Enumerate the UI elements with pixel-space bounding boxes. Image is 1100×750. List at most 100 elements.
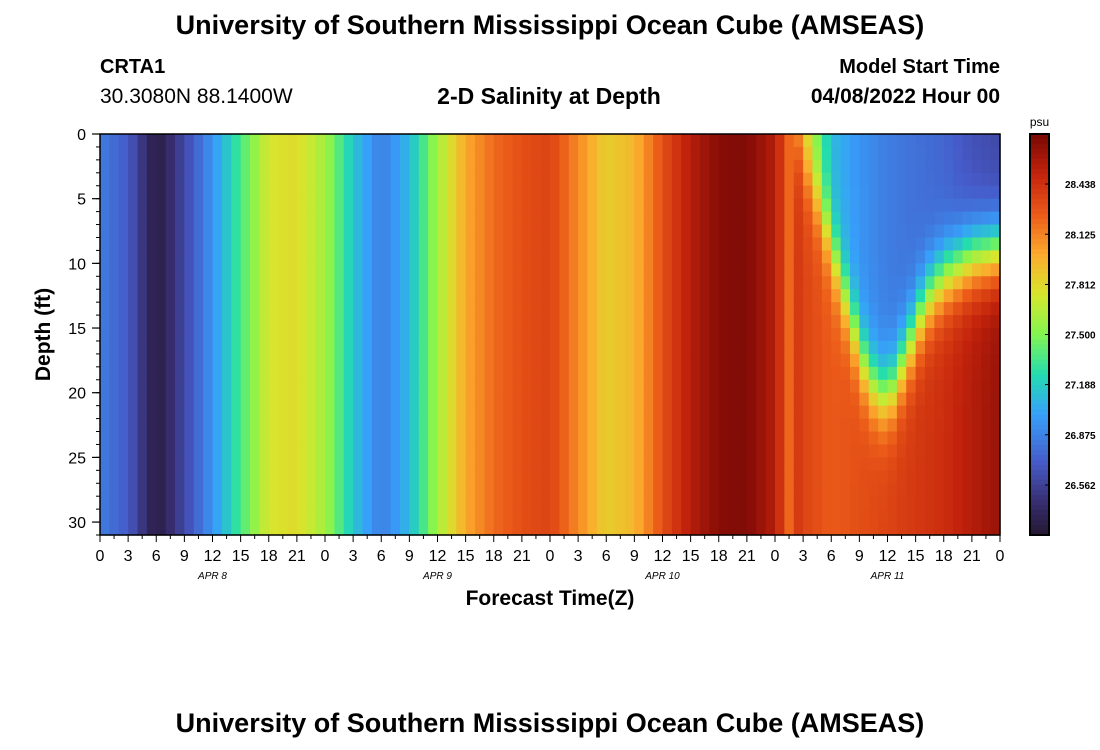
heatmap-cell xyxy=(128,379,139,394)
heatmap-cell xyxy=(165,328,176,342)
heatmap-cell xyxy=(953,185,964,200)
heatmap-cell xyxy=(465,276,476,290)
colorbar-segment xyxy=(1030,244,1049,250)
heatmap-cell xyxy=(325,315,335,329)
heatmap-cell xyxy=(821,366,832,381)
heatmap-cell xyxy=(268,353,279,368)
heatmap-cell xyxy=(137,250,148,264)
heatmap-cell xyxy=(437,340,448,355)
heatmap-cell xyxy=(793,302,804,316)
heatmap-cell xyxy=(943,340,954,355)
heatmap-cell xyxy=(512,172,523,187)
heatmap-cell xyxy=(718,237,729,252)
heatmap-cell xyxy=(362,418,373,433)
heatmap-cell xyxy=(437,276,448,290)
heatmap-cell xyxy=(540,431,551,446)
heatmap-cell xyxy=(418,185,429,200)
heatmap-cell xyxy=(793,315,804,329)
heatmap-cell xyxy=(175,522,185,536)
heatmap-cell xyxy=(475,340,485,355)
heatmap-cell xyxy=(418,172,429,187)
heatmap-cell xyxy=(878,353,889,368)
heatmap-cell xyxy=(221,159,232,174)
heatmap-cell xyxy=(446,289,457,303)
heatmap-cell xyxy=(456,224,467,239)
heatmap-cell xyxy=(962,172,973,187)
heatmap-cell xyxy=(606,211,617,226)
heatmap-cell xyxy=(943,224,954,239)
heatmap-cell xyxy=(484,405,495,420)
heatmap-cell xyxy=(456,496,467,510)
heatmap-cell xyxy=(775,444,785,458)
heatmap-cell xyxy=(578,315,589,329)
heatmap-cell xyxy=(465,457,476,471)
heatmap-cell xyxy=(559,224,570,239)
heatmap-cell xyxy=(887,522,898,536)
heatmap-cell xyxy=(212,276,223,290)
heatmap-cell xyxy=(287,457,298,471)
heatmap-cell xyxy=(128,470,139,484)
heatmap-cell xyxy=(362,237,373,252)
heatmap-cell xyxy=(315,405,326,420)
heatmap-cell xyxy=(484,379,495,394)
heatmap-cell xyxy=(850,353,860,368)
heatmap-cell xyxy=(981,483,992,497)
heatmap-cell xyxy=(887,366,898,381)
heatmap-cell xyxy=(325,211,335,226)
heatmap-cell xyxy=(709,366,720,381)
heatmap-cell xyxy=(446,185,457,200)
heatmap-cell xyxy=(793,263,804,277)
heatmap-cell xyxy=(784,483,795,497)
heatmap-cell xyxy=(409,315,420,329)
heatmap-cell xyxy=(962,159,973,174)
heatmap-cell xyxy=(662,237,673,252)
heatmap-cell xyxy=(850,198,860,213)
heatmap-cell xyxy=(634,483,645,497)
heatmap-cell xyxy=(128,211,139,226)
heatmap-cell xyxy=(784,444,795,458)
heatmap-cell xyxy=(709,315,720,329)
heatmap-cell xyxy=(681,340,692,355)
heatmap-cell xyxy=(915,250,926,264)
heatmap-cell xyxy=(540,198,551,213)
heatmap-cell xyxy=(428,509,439,523)
heatmap-cell xyxy=(193,457,204,471)
heatmap-cell xyxy=(465,224,476,239)
heatmap-cell xyxy=(821,522,832,536)
heatmap-cell xyxy=(681,250,692,264)
colorbar-segment xyxy=(1030,239,1049,245)
heatmap-cell xyxy=(128,444,139,458)
heatmap-cell xyxy=(793,496,804,510)
heatmap-cell xyxy=(446,379,457,394)
heatmap-cell xyxy=(868,289,879,303)
heatmap-cell xyxy=(118,392,129,407)
heatmap-cell xyxy=(531,405,542,420)
heatmap-cell xyxy=(728,224,739,239)
heatmap-cell xyxy=(793,146,804,161)
heatmap-cell xyxy=(268,289,279,303)
heatmap-cell xyxy=(859,302,870,316)
heatmap-cell xyxy=(831,431,842,446)
heatmap-cell xyxy=(137,522,148,536)
heatmap-cell xyxy=(250,366,260,381)
heatmap-cell xyxy=(362,496,373,510)
heatmap-cell xyxy=(765,522,776,536)
heatmap-cell xyxy=(625,457,635,471)
heatmap-cell xyxy=(306,172,317,187)
heatmap-cell xyxy=(306,224,317,239)
heatmap-cell xyxy=(400,276,410,290)
heatmap-cell xyxy=(371,250,382,264)
heatmap-cell xyxy=(240,379,251,394)
heatmap-cell xyxy=(728,302,739,316)
heatmap-cell xyxy=(643,328,654,342)
heatmap-cell xyxy=(250,483,260,497)
heatmap-cell xyxy=(409,418,420,433)
heatmap-cell xyxy=(428,134,439,148)
heatmap-cell xyxy=(625,431,635,446)
heatmap-cell xyxy=(137,198,148,213)
heatmap-cell xyxy=(634,328,645,342)
heatmap-cell xyxy=(803,185,814,200)
heatmap-cell xyxy=(540,172,551,187)
heatmap-cell xyxy=(896,159,907,174)
heatmap-cell xyxy=(662,431,673,446)
